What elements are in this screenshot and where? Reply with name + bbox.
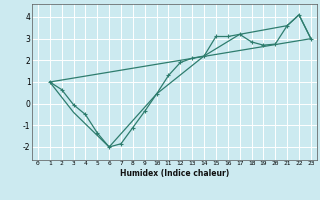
X-axis label: Humidex (Indice chaleur): Humidex (Indice chaleur) (120, 169, 229, 178)
